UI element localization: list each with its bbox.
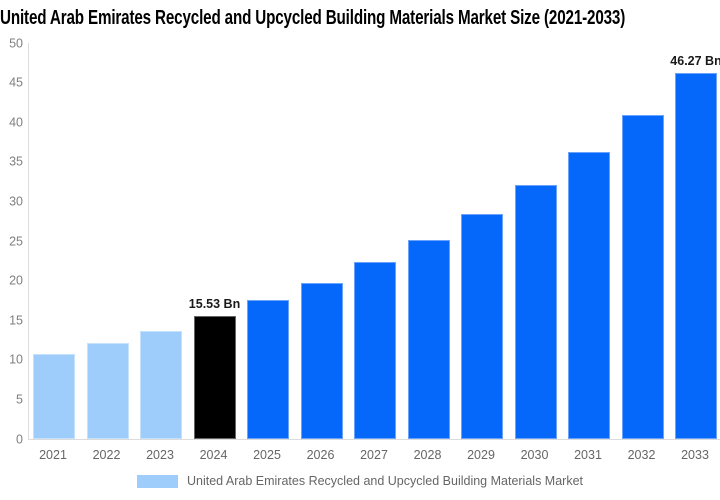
x-tick-label: 2033: [681, 448, 709, 462]
legend-swatch-icon: [136, 474, 178, 488]
chart-area: 15.53 Bn 46.27 Bn: [28, 43, 720, 440]
x-tick-label: 2021: [39, 448, 67, 462]
legend: United Arab Emirates Recycled and Upcycl…: [0, 474, 720, 488]
y-tick-label: 40: [9, 114, 23, 129]
x-tick-label: 2028: [413, 448, 442, 462]
x-tick-label: 2024: [199, 448, 228, 462]
y-tick-label: 35: [9, 154, 23, 169]
x-axis-labels: 2021 2022 2023 2024 2025 2026 2027 2028 2029 2030…: [28, 448, 720, 462]
bar-2030[interactable]: [514, 184, 557, 439]
bar-2032[interactable]: [621, 115, 664, 439]
x-tick-label: 2030: [520, 448, 549, 462]
bar-value-label: 15.53 Bn: [188, 297, 241, 312]
bar-2027[interactable]: [354, 262, 396, 439]
y-tick-label: 45: [9, 75, 23, 90]
x-tick-label: 2025: [253, 448, 281, 462]
y-tick-label: 0: [16, 431, 23, 446]
bar-2029[interactable]: [461, 214, 503, 439]
bar-2031[interactable]: [568, 152, 610, 439]
bar-2025[interactable]: [247, 300, 289, 439]
y-tick-label: 30: [9, 194, 23, 209]
bar-2026[interactable]: [300, 282, 343, 439]
x-tick-label: 2027: [360, 448, 388, 462]
y-tick-label: 5: [16, 392, 23, 407]
legend-item[interactable]: United Arab Emirates Recycled and Upcycl…: [136, 474, 583, 488]
y-tick-label: 15: [9, 312, 23, 327]
y-axis-labels: 0 5 10 15 20 25 30 35 40 45 50: [0, 37, 23, 445]
bar-2028[interactable]: [407, 240, 450, 439]
x-tick-label: 2022: [92, 448, 121, 462]
y-tick-label: 10: [9, 352, 23, 367]
bar-2022[interactable]: [86, 343, 129, 439]
bar-2021[interactable]: [33, 354, 75, 439]
x-tick-label: 2026: [306, 448, 335, 462]
x-tick-label: 2031: [574, 448, 602, 462]
bar-2033[interactable]: 46.27 Bn: [670, 54, 720, 439]
x-tick-label: 2029: [467, 448, 495, 462]
y-tick-label: 20: [9, 273, 23, 288]
bar-value-label: 46.27 Bn: [670, 53, 720, 68]
y-tick-label: 50: [9, 35, 23, 50]
x-tick-label: 2032: [627, 448, 656, 462]
bar-2024[interactable]: 15.53 Bn: [189, 297, 240, 439]
bars-row: 15.53 Bn 46.27 Bn: [29, 43, 720, 439]
y-tick-label: 25: [9, 233, 23, 248]
legend-label: United Arab Emirates Recycled and Upcycl…: [186, 474, 583, 488]
bar-2023[interactable]: [140, 331, 182, 439]
x-tick-label: 2023: [146, 448, 174, 462]
chart-title: United Arab Emirates Recycled and Upcycl…: [0, 7, 626, 29]
